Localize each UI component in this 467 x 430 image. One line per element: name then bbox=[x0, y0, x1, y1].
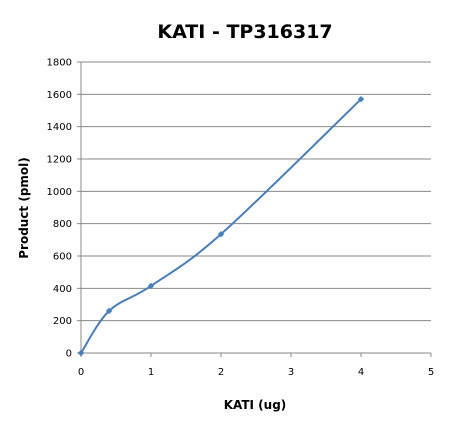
y-tick-label: 1200 bbox=[47, 155, 72, 166]
series-line bbox=[80, 98, 362, 354]
axis-layer bbox=[77, 61, 432, 357]
y-tick-label: 0 bbox=[66, 349, 72, 360]
y-tick-label: 1400 bbox=[47, 122, 72, 133]
data-point bbox=[105, 307, 113, 315]
y-tick-label: 800 bbox=[53, 219, 72, 230]
tick-layer: 0 200 400 600 800 1000 1200 1400 1600 1800 0 1 2 3 4 5 bbox=[47, 58, 435, 379]
series-layer bbox=[77, 95, 365, 357]
y-tick-label: 200 bbox=[53, 316, 72, 327]
x-tick-label: 4 bbox=[358, 367, 364, 378]
x-tick-label: 2 bbox=[218, 367, 224, 378]
data-point bbox=[357, 95, 365, 103]
y-tick-label: 400 bbox=[53, 284, 72, 295]
y-tick-label: 1800 bbox=[47, 58, 72, 69]
y-axis-label: Product (pmol) bbox=[17, 157, 31, 259]
chart-title: KATI - TP316317 bbox=[157, 21, 332, 43]
data-point bbox=[217, 230, 225, 238]
x-tick-label: 0 bbox=[78, 367, 84, 378]
y-tick-label: 600 bbox=[53, 252, 72, 263]
x-tick-label: 5 bbox=[428, 367, 434, 378]
data-point bbox=[77, 349, 85, 357]
grid-layer bbox=[81, 61, 431, 322]
x-tick-label: 1 bbox=[148, 367, 154, 378]
data-point bbox=[147, 282, 155, 290]
y-tick-label: 1600 bbox=[47, 90, 72, 101]
y-tick-label: 1000 bbox=[47, 187, 72, 198]
x-axis-label: KATI (ug) bbox=[224, 398, 287, 412]
x-tick-label: 3 bbox=[288, 367, 294, 378]
